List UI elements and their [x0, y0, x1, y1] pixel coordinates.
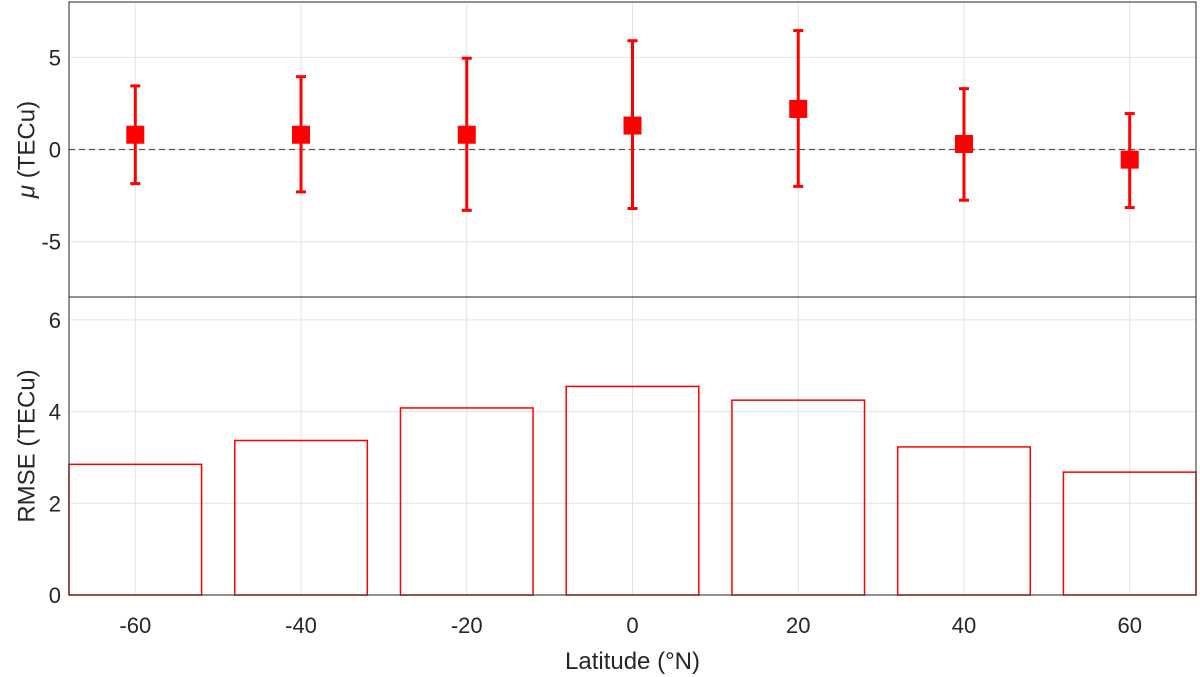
mean-bias-point: [954, 87, 973, 202]
top-y-axis-label: μ (TECu): [13, 101, 40, 199]
bottom-y-axis-label: RMSE (TECu): [13, 369, 40, 522]
x-tick-label: 60: [1117, 613, 1141, 638]
bottom-x-ticks: -60 -40 -20 0 20 40 60: [119, 613, 1142, 638]
mean-marker: [623, 116, 642, 135]
x-tick-label: -20: [451, 613, 483, 638]
bottom-y-tick-label: 2: [49, 491, 61, 516]
mean-marker: [457, 125, 476, 144]
x-tick-label: -40: [285, 613, 317, 638]
bottom-grid: [69, 297, 1196, 596]
x-axis-label: Latitude (°N): [565, 648, 700, 675]
mean-marker: [126, 125, 145, 144]
x-tick-label: -60: [119, 613, 151, 638]
mean-bias-point: [292, 75, 311, 194]
bottom-axes-frame: [68, 296, 1197, 596]
mean-bias-point: [789, 29, 808, 188]
mean-bias-points: [126, 29, 1139, 212]
bottom-y-tick-label: 6: [49, 308, 61, 333]
top-y-tick-label: -5: [41, 230, 61, 255]
bottom-y-tick-label: 4: [49, 400, 61, 425]
mean-bias-point: [457, 56, 476, 212]
mean-marker: [789, 99, 808, 118]
mu-symbol: μ: [13, 185, 40, 199]
mean-bias-point: [623, 39, 642, 210]
top-y-axis-unit: (TECu): [13, 101, 40, 185]
x-tick-label: 0: [626, 613, 638, 638]
mean-marker: [954, 134, 973, 153]
mean-bias-point: [126, 84, 145, 186]
mean-marker: [292, 125, 311, 144]
bottom-y-tick-label: 0: [49, 583, 61, 608]
x-tick-label: 20: [786, 613, 810, 638]
mean-bias-point: [1120, 112, 1139, 210]
top-y-tick-label: 0: [49, 138, 61, 163]
mean-bias-panel: -5 0 5 μ (TECu): [13, 1, 1197, 298]
top-y-tick-label: 5: [49, 45, 61, 70]
x-tick-label: 40: [952, 613, 976, 638]
rmse-panel: 0 2 4 6 -60 -40 -20 0 20 40 60 RMSE (TECu) Latitu…: [13, 296, 1197, 675]
top-y-ticks: -5 0 5: [41, 45, 61, 254]
bottom-y-ticks: 0 2 4 6: [49, 308, 61, 608]
mean-marker: [1120, 150, 1139, 169]
